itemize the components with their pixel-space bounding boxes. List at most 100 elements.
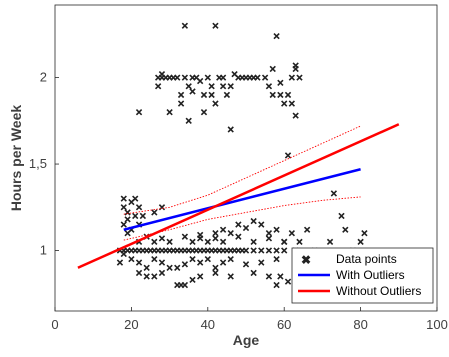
- data-point-marker: [181, 281, 189, 289]
- data-point-marker: [223, 91, 231, 99]
- data-point-marker: [284, 91, 292, 99]
- data-point-marker: [292, 112, 299, 119]
- data-point-marker: [204, 238, 211, 246]
- data-point-marker: [177, 100, 185, 107]
- data-point-marker: [219, 259, 227, 266]
- data-point-marker: [242, 224, 250, 232]
- data-point-marker: [124, 216, 131, 223]
- data-point-marker: [235, 233, 242, 240]
- confidence-band-upper: [123, 125, 361, 215]
- data-point-marker: [166, 264, 173, 271]
- data-point-marker: [269, 91, 276, 99]
- y-axis-label: Hours per Week: [8, 105, 24, 212]
- data-point-marker: [265, 83, 273, 90]
- data-point-marker: [265, 273, 273, 280]
- data-point-marker: [250, 217, 257, 225]
- data-point-marker: [227, 126, 234, 133]
- data-point-marker: [189, 276, 196, 284]
- data-point-marker: [120, 204, 127, 211]
- data-point-marker: [196, 259, 204, 266]
- data-point-marker: [227, 255, 234, 263]
- data-point-marker: [154, 83, 162, 90]
- data-point-marker: [196, 77, 204, 85]
- data-point-marker: [227, 83, 234, 90]
- data-point-marker: [208, 91, 215, 99]
- y-tick-label: 2: [40, 70, 47, 85]
- confidence-band: [123, 125, 361, 241]
- data-point-marker: [265, 247, 273, 254]
- data-point-marker: [273, 255, 280, 263]
- data-point-marker: [277, 79, 284, 86]
- data-point-marker: [135, 259, 143, 266]
- data-point-marker: [212, 264, 219, 271]
- data-point-marker: [151, 255, 158, 263]
- data-point-marker: [265, 235, 273, 242]
- data-point-marker: [281, 247, 288, 254]
- data-point-marker: [219, 226, 227, 233]
- data-point-marker: [174, 264, 181, 271]
- data-point-marker: [120, 250, 127, 258]
- data-point-marker: [181, 22, 189, 29]
- axis-ticks: 0 20 40 60 80 100 1 1,5 2: [29, 70, 448, 332]
- data-point-marker: [166, 238, 173, 246]
- fit-lines: [77, 123, 400, 269]
- data-point-marker: [219, 83, 227, 90]
- data-point-marker: [143, 264, 150, 271]
- data-point-marker: [227, 230, 234, 237]
- data-point-marker: [261, 74, 269, 81]
- x-tick-label: 20: [124, 317, 138, 332]
- data-point-marker: [200, 91, 208, 99]
- data-point-marker: [135, 204, 143, 211]
- data-point-marker: [342, 226, 349, 233]
- data-point-marker: [166, 109, 173, 116]
- data-point-marker: [277, 91, 284, 99]
- data-point-marker: [120, 195, 127, 202]
- legend-label-without-outliers: Without Outliers: [336, 284, 421, 298]
- data-point-marker: [288, 230, 296, 237]
- data-point-marker: [281, 100, 288, 107]
- data-point-marker: [231, 70, 238, 78]
- data-point-marker: [273, 281, 280, 289]
- data-point-marker: [143, 273, 150, 280]
- data-point-marker: [181, 74, 189, 81]
- data-point-marker: [185, 117, 192, 124]
- x-axis-label: Age: [233, 332, 260, 348]
- data-point-marker: [338, 212, 345, 220]
- data-point-marker: [200, 109, 208, 116]
- fit-line-with-outliers: [123, 168, 361, 231]
- data-point-marker: [273, 226, 280, 233]
- data-point-marker: [139, 212, 147, 220]
- data-point-marker: [273, 247, 280, 254]
- x-tick-label: 100: [426, 317, 448, 332]
- data-point-marker: [273, 32, 280, 40]
- data-point-marker: [254, 74, 261, 81]
- data-point-marker: [189, 255, 196, 263]
- x-tick-label: 80: [353, 317, 367, 332]
- data-point-marker: [208, 83, 215, 90]
- data-point-marker: [196, 231, 204, 239]
- x-tick-label: 60: [277, 317, 291, 332]
- data-point-marker: [132, 195, 139, 202]
- data-point-marker: [284, 278, 292, 285]
- data-point-marker: [212, 100, 219, 107]
- data-point-marker: [296, 74, 303, 81]
- data-point-marker: [181, 261, 189, 268]
- data-point-marker: [288, 74, 296, 81]
- data-point-marker: [296, 238, 303, 246]
- data-point-marker: [158, 235, 166, 242]
- legend-label-with-outliers: With Outliers: [336, 268, 405, 282]
- data-point-marker: [185, 83, 192, 90]
- data-point-marker: [258, 247, 265, 254]
- data-point-marker: [124, 209, 131, 216]
- data-point-marker: [361, 230, 368, 237]
- data-point-marker: [135, 269, 143, 277]
- fit-line-without-outliers: [77, 123, 400, 269]
- data-point-marker: [242, 247, 250, 254]
- y-tick-label: 1: [40, 242, 47, 257]
- data-point-marker: [219, 74, 227, 81]
- data-point-marker: [326, 238, 334, 246]
- x-tick-label: 0: [51, 317, 58, 332]
- data-point-marker: [135, 109, 143, 116]
- data-point-marker: [330, 190, 338, 197]
